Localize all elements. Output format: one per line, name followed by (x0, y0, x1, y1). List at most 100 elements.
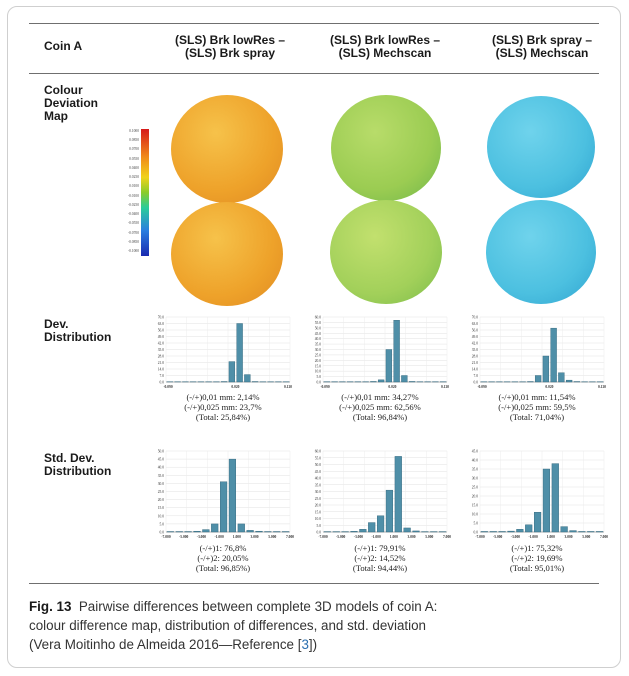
std-summary-col3: (-/+)1: 75,32% (-/+)2: 19,69% (Total: 95,0… (467, 543, 607, 573)
coin-map-col1-reverse (171, 202, 283, 306)
y-tick-label: 35.0 (315, 483, 321, 487)
dev-distribution-chart-col3: 0.07.014.021.028.035.042.049.056.063.070… (462, 314, 612, 392)
x-tick-label: 5.000 (582, 535, 590, 539)
colour-scale-tick: 0.0100 (106, 184, 139, 188)
colour-scale-tick: 0.0250 (106, 175, 139, 179)
bar (368, 523, 375, 532)
y-tick-label: 5.0 (317, 375, 322, 379)
y-tick-label: 20.0 (158, 498, 164, 502)
dev-summary-col1: (-/+)0,01 mm: 2,14% (-/+)0,025 mm: 23,7%(… (153, 392, 293, 422)
std-summary-col2: (-/+)1: 79,91% (-/+)2: 14,52% (Total: 94,4… (310, 543, 450, 573)
caption-reference-link[interactable]: 3 (301, 637, 308, 652)
dev-distribution-chart-col2: 0.0 5.010.0 15.020.0 25.030.035.0 40.045.0 50… (305, 314, 455, 392)
coin-map-col3-obverse (487, 96, 595, 198)
bar (386, 350, 392, 383)
y-tick-label: 21.0 (472, 361, 478, 365)
y-tick-label: 40.0 (315, 337, 321, 341)
y-tick-label: 0.0 (474, 531, 479, 535)
x-tick-label: 7.000 (286, 535, 294, 539)
bar (508, 531, 515, 532)
colour-scale-bar (141, 129, 149, 256)
x-tick-label: -3.000 (511, 535, 520, 539)
y-tick-label: 55.0 (315, 321, 321, 325)
x-tick-label: 3.000 (565, 535, 573, 539)
bar (535, 376, 541, 383)
bar (256, 531, 263, 532)
bar (229, 362, 235, 382)
x-tick-label: -5.000 (179, 535, 188, 539)
header-col-2: (SLS) Brk lowRes – (SLS) Mechscan (305, 34, 465, 60)
colour-scale-tick: -0.0700 (106, 231, 139, 235)
bar (202, 530, 209, 532)
bar (244, 375, 250, 382)
y-tick-label: 0.0 (160, 531, 165, 535)
y-tick-label: 40.0 (472, 459, 478, 463)
bar (377, 516, 384, 532)
y-tick-label: 60.0 (315, 316, 321, 320)
bar (351, 531, 358, 532)
coin-map-col3-reverse (486, 200, 596, 304)
y-tick-label: 40.0 (315, 477, 321, 481)
y-tick-label: 56.0 (158, 329, 164, 333)
y-tick-label: 50.0 (315, 463, 321, 467)
x-tick-label: -1.000 (528, 535, 537, 539)
colour-scale-tick: -0.0850 (106, 240, 139, 244)
bar (552, 464, 559, 532)
coin-map-col2-reverse (330, 200, 442, 304)
x-tick-label: -3.000 (354, 535, 363, 539)
y-tick-label: 45.0 (158, 458, 164, 462)
y-tick-label: 50.0 (158, 450, 164, 454)
y-tick-label: 14.0 (472, 368, 478, 372)
y-tick-label: 7.0 (160, 374, 165, 378)
y-tick-label: 10.0 (158, 514, 164, 518)
y-tick-label: 30.0 (315, 348, 321, 352)
bar (570, 531, 577, 532)
y-tick-label: 30.0 (158, 482, 164, 486)
bar (194, 531, 201, 532)
y-tick-label: 25.0 (315, 497, 321, 501)
std-summary-col1: (-/+)1: 76,8% (-/+)2: 20,05% (Total: 96,85… (153, 543, 293, 573)
dev-summary-col2: (-/+)0,01 mm: 34,27% (-/+)0,025 mm: 62,56… (310, 392, 450, 422)
y-tick-label: 15.0 (315, 510, 321, 514)
y-tick-label: 40.0 (158, 466, 164, 470)
y-tick-label: 45.0 (472, 450, 478, 454)
caption-line-2: colour difference map, distribution of d… (29, 618, 426, 633)
y-tick-label: 0.0 (317, 381, 322, 385)
table-top-rule (29, 23, 599, 24)
y-tick-label: 15.0 (158, 506, 164, 510)
y-tick-label: 25.0 (158, 490, 164, 494)
y-tick-label: 20.0 (315, 504, 321, 508)
x-tick-label: -5.000 (493, 535, 502, 539)
bar (404, 528, 411, 532)
bar (413, 531, 420, 532)
x-tick-label: 5.000 (425, 535, 433, 539)
bar (481, 531, 488, 532)
colour-scale-tick: 0.0550 (106, 157, 139, 161)
x-tick-label: 1.000 (233, 535, 241, 539)
x-tick-label: 3.000 (408, 535, 416, 539)
dev-summary-col3: (-/+)0,01 mm: 11,54% (-/+)0,025 mm: 59,5%… (467, 392, 607, 422)
row-label-colour-map: Colour Deviation Map (44, 84, 98, 123)
y-tick-label: 49.0 (158, 335, 164, 339)
x-tick-label: 7.000 (443, 535, 451, 539)
x-tick-label: 1.000 (547, 535, 555, 539)
colour-scale-tick: 0.1000 (106, 129, 139, 133)
coin-map-col2-obverse (331, 95, 441, 201)
bar (394, 320, 400, 382)
y-tick-label: 10.0 (472, 513, 478, 517)
y-tick-label: 35.0 (158, 348, 164, 352)
colour-scale-tick: 0.0400 (106, 166, 139, 170)
y-tick-label: 7.0 (474, 374, 479, 378)
colour-scale-tick: -0.0400 (106, 212, 139, 216)
x-tick-label: -7.000 (475, 535, 484, 539)
bar (220, 482, 227, 532)
y-tick-label: 5.0 (474, 522, 479, 526)
y-tick-label: 70.0 (472, 316, 478, 320)
table-header-rule (29, 73, 599, 74)
coin-map-col1-obverse (171, 95, 283, 203)
y-tick-label: 20.0 (315, 359, 321, 363)
y-tick-label: 70.0 (158, 316, 164, 320)
caption-line-3-pre: (Vera Moitinho de Almeida 2016—Reference… (29, 637, 301, 652)
bar (395, 456, 402, 532)
figure-caption: Fig. 13 Pairwise differences between com… (29, 597, 604, 654)
